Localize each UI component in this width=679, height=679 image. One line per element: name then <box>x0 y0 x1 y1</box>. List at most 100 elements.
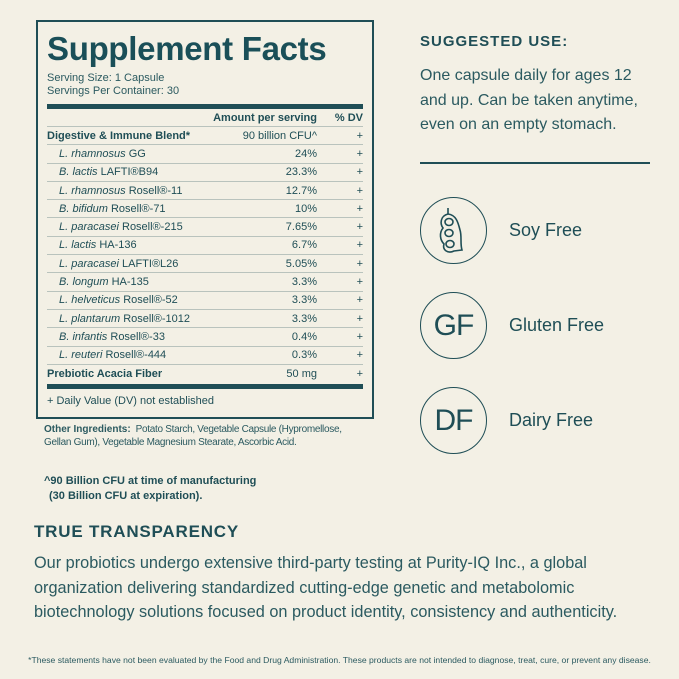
divider <box>47 384 363 390</box>
other-ingredients: Other Ingredients: Potato Starch, Vegeta… <box>44 424 364 449</box>
soybean-icon <box>420 197 487 264</box>
strain-amount: 3.3% <box>291 276 317 289</box>
blend-row: Digestive & Immune Blend* 90 billion CFU^… <box>47 127 363 146</box>
strain-dv: + <box>356 147 363 160</box>
fiber-amount: 50 mg <box>286 368 317 380</box>
strain-row: B. infantis Rosell®-33 0.4% + <box>47 328 363 347</box>
other-label: Other Ingredients: <box>44 424 131 435</box>
species: B. lactis <box>59 166 98 179</box>
species: L. rhamnosus <box>59 147 126 160</box>
fiber-name: Prebiotic Acacia Fiber <box>47 368 163 380</box>
strain-dv: + <box>356 312 363 325</box>
dairy-free-icon: DF <box>420 387 487 454</box>
strain-row: L. rhamnosus GG 24% + <box>47 145 363 164</box>
blend-dv: + <box>356 129 363 142</box>
suggested-use-title: SUGGESTED USE: <box>420 33 569 50</box>
strain-amount: 7.65% <box>285 221 317 234</box>
strain-id: GG <box>125 147 146 160</box>
strain-dv: + <box>356 257 363 270</box>
strain-name: B. longum HA-135 <box>47 276 197 288</box>
strain-name: L. helveticus Rosell®-52 <box>47 294 197 306</box>
strain-id: Rosell®-444 <box>102 349 167 362</box>
strain-amount: 10% <box>294 202 317 215</box>
strain-id: Rosell®-52 <box>120 294 178 307</box>
fda-disclaimer: *These statements have not been evaluate… <box>28 655 651 665</box>
strain-name: L. lactis HA-136 <box>47 239 197 251</box>
suggested-use-body: One capsule daily for ages 12 and up. Ca… <box>420 67 638 133</box>
facts-title: Supplement Facts <box>47 30 327 67</box>
strain-id: LAFTI®L26 <box>118 257 179 270</box>
strain-amount: 12.7% <box>285 184 317 197</box>
strain-dv: + <box>356 202 363 215</box>
transparency-body: Our probiotics undergo extensive third-p… <box>34 554 618 621</box>
strain-amount: 5.05% <box>285 257 317 270</box>
strain-amount: 0.3% <box>291 349 317 362</box>
strain-id: Rosell®-33 <box>107 330 165 343</box>
dv-footnote: + Daily Value (DV) not established <box>47 395 215 408</box>
feature-label: Gluten Free <box>509 315 605 335</box>
strain-dv: + <box>356 349 363 362</box>
species: B. longum <box>59 276 109 289</box>
strain-dv: + <box>356 330 363 343</box>
strain-name: L. rhamnosus Rosell®-11 <box>47 185 197 197</box>
strain-amount: 6.7% <box>291 239 317 252</box>
species: B. infantis <box>59 330 108 343</box>
col-amount: Amount per serving <box>213 111 317 124</box>
gluten-free-icon: GF <box>420 292 487 359</box>
strain-dv: + <box>356 294 363 307</box>
strain-id: Rosell®-11 <box>125 184 183 197</box>
col-dv: % DV <box>334 111 363 124</box>
strain-id: Rosell®-1012 <box>120 312 191 325</box>
divider <box>47 104 363 109</box>
feature-label: Dairy Free <box>509 410 594 430</box>
other-text: Potato Starch, Vegetable Capsule (Hyprom… <box>44 424 342 448</box>
supplement-facts-panel: Supplement Facts Serving Size: 1 Capsule… <box>36 20 374 419</box>
strain-name: B. bifidum Rosell®-71 <box>47 203 197 215</box>
strain-amount: 24% <box>294 147 317 160</box>
fiber-row: Prebiotic Acacia Fiber 50 mg + <box>47 365 363 383</box>
servings-per-container: Servings Per Container: 30 <box>47 85 180 97</box>
strain-row: L. paracasei LAFTI®L26 5.05% + <box>47 255 363 274</box>
species: L. lactis <box>59 239 97 252</box>
strain-id: Rosell®-215 <box>118 221 183 234</box>
species: L. paracasei <box>59 221 119 234</box>
strain-name: B. infantis Rosell®-33 <box>47 331 197 343</box>
cfu-note: ^90 Billion CFU at time of manufacturing… <box>44 474 256 504</box>
strain-row: B. bifidum Rosell®-71 10% + <box>47 200 363 219</box>
cfu-line1: ^90 Billion CFU at time of manufacturing <box>44 475 257 487</box>
strain-name: L. plantarum Rosell®-1012 <box>47 313 197 325</box>
strain-name: B. lactis LAFTI®B94 <box>47 166 197 178</box>
species: L. reuteri <box>59 349 103 362</box>
strain-dv: + <box>356 166 363 179</box>
strain-amount: 3.3% <box>291 294 317 307</box>
transparency-title: TRUE TRANSPARENCY <box>34 522 240 541</box>
fiber-dv: + <box>356 368 363 380</box>
species: L. helveticus <box>59 294 121 307</box>
strain-dv: + <box>356 276 363 289</box>
strain-row: B. longum HA-135 3.3% + <box>47 273 363 292</box>
species: L. rhamnosus <box>59 184 126 197</box>
strain-id: LAFTI®B94 <box>97 166 159 179</box>
strain-row: L. rhamnosus Rosell®-11 12.7% + <box>47 182 363 201</box>
strain-row: L. plantarum Rosell®-1012 3.3% + <box>47 310 363 329</box>
strain-amount: 3.3% <box>291 312 317 325</box>
feature-label: Soy Free <box>509 220 583 240</box>
strain-name: L. rhamnosus GG <box>47 148 197 160</box>
blend-amount: 90 billion CFU^ <box>242 129 317 142</box>
species: B. bifidum <box>59 202 108 215</box>
divider <box>420 162 650 164</box>
strain-row: L. helveticus Rosell®-52 3.3% + <box>47 292 363 310</box>
species: L. paracasei <box>59 257 119 270</box>
strain-row: B. lactis LAFTI®B94 23.3% + <box>47 164 363 182</box>
strain-amount: 0.4% <box>291 330 317 343</box>
strain-row: L. paracasei Rosell®-215 7.65% + <box>47 218 363 237</box>
serving-size: Serving Size: 1 Capsule <box>47 72 165 84</box>
strain-dv: + <box>356 221 363 234</box>
strain-dv: + <box>356 239 363 252</box>
species: L. plantarum <box>59 312 121 325</box>
feature-gluten-free: GF Gluten Free <box>420 292 604 359</box>
cfu-line2: (30 Billion CFU at expiration). <box>49 490 203 502</box>
table-header: Amount per serving % DV <box>47 109 363 127</box>
strain-name: L. reuteri Rosell®-444 <box>47 349 197 361</box>
strain-dv: + <box>356 184 363 197</box>
